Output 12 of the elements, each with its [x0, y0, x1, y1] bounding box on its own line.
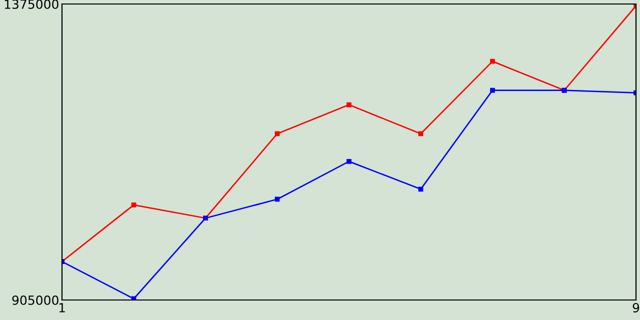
point [346, 102, 352, 108]
point [346, 159, 352, 164]
point [490, 88, 495, 93]
point [418, 186, 424, 192]
y-tick-label: 905000 [12, 295, 58, 305]
point [490, 58, 495, 64]
point [274, 196, 280, 202]
point [418, 131, 424, 136]
x-tick-label: 1 [59, 303, 65, 312]
point [131, 202, 136, 208]
point [274, 131, 280, 136]
x-tick-label: 9 [632, 303, 640, 312]
